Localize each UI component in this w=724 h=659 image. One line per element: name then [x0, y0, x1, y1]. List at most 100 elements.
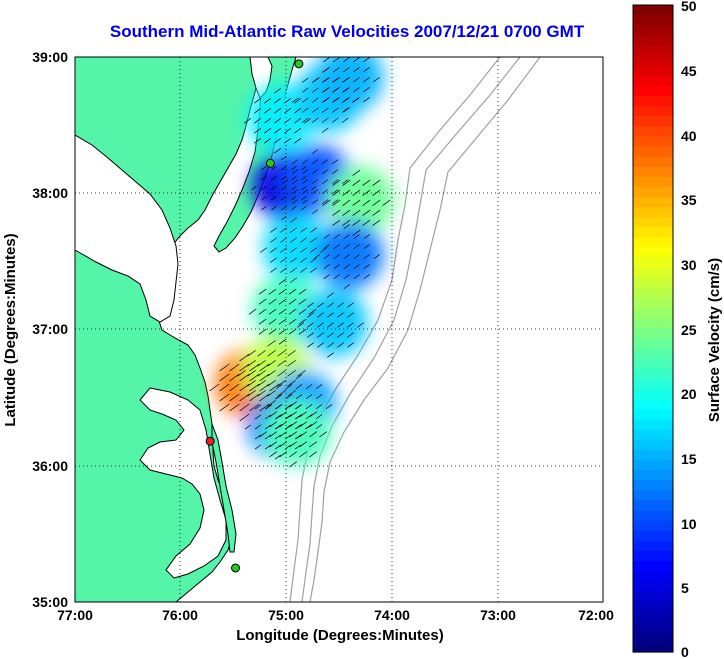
velocity-vector	[313, 77, 320, 83]
velocity-vector	[289, 421, 297, 428]
velocity-vector	[312, 159, 319, 164]
velocity-vector	[307, 332, 314, 338]
velocity-vector	[343, 284, 350, 290]
velocity-vector	[300, 257, 307, 263]
velocity-vector	[310, 237, 317, 243]
velocity-vector	[269, 383, 280, 392]
colorbar-segment	[633, 45, 673, 57]
velocity-vector	[342, 219, 351, 226]
colorbar-segment	[633, 85, 673, 97]
colorbar-tick-label: 20	[681, 386, 697, 402]
velocity-vector	[332, 159, 339, 164]
velocity-vector	[268, 318, 277, 325]
velocity-vector	[310, 267, 317, 273]
velocity-vector	[269, 431, 277, 438]
velocity-vector	[274, 434, 282, 440]
velocity-vector	[268, 308, 277, 315]
velocity-vector	[307, 342, 314, 348]
velocity-vector	[333, 234, 340, 240]
colorbar-segment	[633, 500, 673, 512]
velocity-vector	[343, 77, 350, 83]
velocity-vector	[287, 360, 296, 367]
velocity-vector	[309, 411, 317, 418]
velocity-vector	[264, 138, 272, 144]
velocity-vector	[298, 298, 307, 305]
colorbar-segment	[633, 571, 673, 582]
colorbar-segment	[633, 540, 673, 552]
velocity-vector	[284, 138, 292, 144]
velocity-vector	[269, 451, 277, 458]
velocity-vector	[290, 227, 297, 233]
velocity-vector	[219, 383, 230, 392]
velocity-vector	[327, 352, 334, 358]
velocity-vector	[257, 390, 266, 397]
colorbar-segment	[633, 470, 673, 481]
colorbar-segment	[633, 429, 673, 441]
x-tick-label: 77:00	[57, 607, 93, 623]
y-tick-label: 37:00	[32, 321, 68, 337]
velocity-vector	[259, 363, 270, 372]
chesapeake-bay	[75, 134, 179, 323]
velocity-vector	[254, 414, 262, 420]
velocity-vector	[322, 169, 329, 174]
velocity-vector	[268, 298, 277, 305]
velocity-vector	[274, 404, 282, 410]
velocity-vector	[327, 302, 334, 308]
velocity-vector	[301, 186, 307, 191]
velocity-vector	[277, 370, 286, 377]
velocity-vector	[244, 118, 252, 124]
station-marker	[205, 436, 215, 446]
velocity-vector	[294, 434, 302, 440]
velocity-vector	[247, 350, 256, 357]
velocity-vector	[295, 384, 303, 390]
station-marker	[265, 158, 275, 168]
colorbar-tick-label: 5	[681, 580, 689, 596]
velocity-vector	[372, 179, 381, 186]
velocity-vector	[305, 394, 313, 400]
velocity-vector	[307, 322, 314, 328]
velocity-vector	[337, 322, 344, 328]
colorbar-segment	[633, 116, 673, 127]
velocity-vector	[261, 186, 267, 191]
velocity-vector	[333, 244, 340, 250]
grid	[75, 57, 603, 602]
colorbar-segment	[633, 35, 673, 47]
velocity-vector	[261, 176, 267, 181]
velocity-vector	[259, 383, 270, 392]
velocity-vector	[301, 107, 309, 113]
velocity-vector	[260, 247, 267, 253]
velocity-vector	[300, 227, 307, 233]
velocity-vector	[323, 234, 330, 240]
velocity-vector	[311, 87, 319, 93]
velocity-vector	[353, 87, 360, 93]
colorbar-segment	[633, 197, 673, 208]
velocity-vector	[264, 404, 272, 410]
velocity-vector	[353, 57, 360, 63]
colorbar-tick-label: 25	[681, 322, 697, 338]
colorbar-segment	[633, 186, 673, 198]
velocity-vector	[312, 209, 319, 214]
velocity-vector	[362, 219, 371, 226]
velocity-vector	[290, 217, 297, 223]
velocity-vector	[353, 77, 360, 83]
velocity-vector	[311, 97, 319, 103]
velocity-vector	[312, 199, 319, 204]
velocity-vector	[309, 431, 317, 438]
velocity-vector	[294, 108, 302, 114]
velocity-vector	[281, 176, 287, 181]
velocity-vector	[274, 148, 282, 154]
velocity-vector	[294, 128, 302, 134]
velocity-vector	[258, 298, 267, 305]
velocity-vector	[299, 451, 307, 458]
velocity-vector	[259, 373, 270, 382]
x-tick-label: 75:00	[268, 607, 304, 623]
velocity-vector	[343, 264, 350, 270]
colorbar-tick-label: 30	[681, 257, 697, 273]
velocity-vector	[295, 394, 303, 400]
colorbar-segment	[633, 237, 673, 249]
velocity-vector	[311, 107, 319, 113]
velocity-vector	[323, 57, 330, 63]
colorbar-segment	[633, 257, 673, 269]
velocity-vector	[274, 394, 282, 400]
velocity-vector	[310, 227, 317, 233]
